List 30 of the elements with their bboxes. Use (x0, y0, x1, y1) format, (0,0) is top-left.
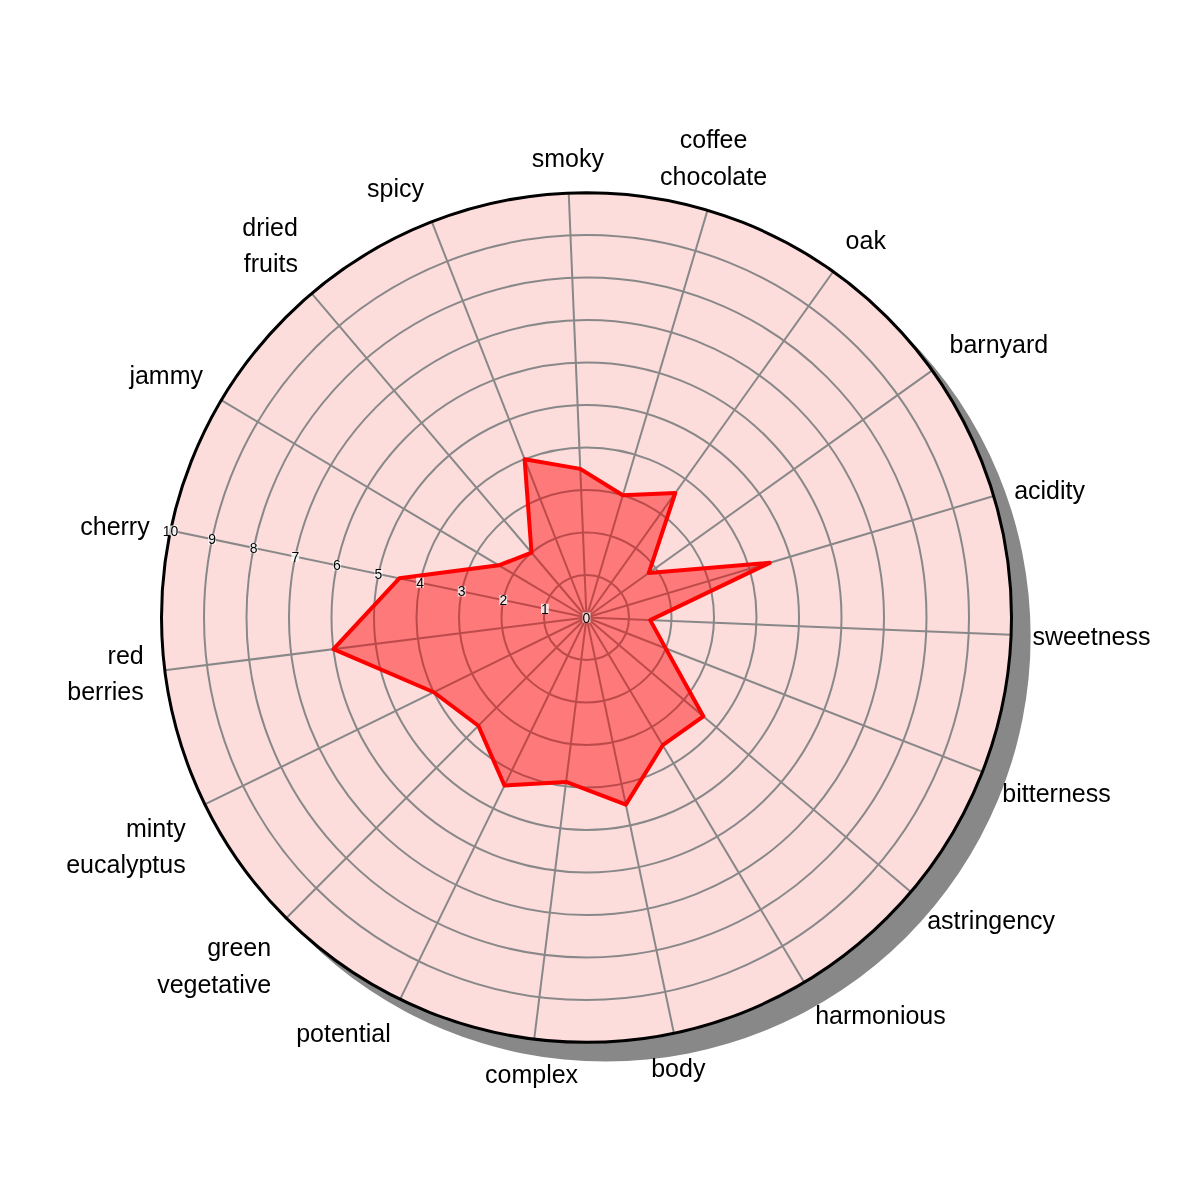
y-tick-label: 2 (499, 592, 508, 609)
spoke-label: barnyard (949, 329, 1049, 358)
spoke-label: jammy (128, 361, 204, 390)
spoke-label: dried fruits (242, 212, 298, 278)
y-tick-label: 9 (208, 531, 217, 548)
spoke-label: minty eucalyptus (66, 813, 187, 879)
y-tick-label: 8 (249, 539, 258, 556)
spoke-label: bitterness (1002, 779, 1111, 808)
spoke-label: cherry (80, 512, 151, 541)
y-tick-label: 6 (333, 557, 342, 574)
spoke-label: sweetness (1032, 621, 1151, 650)
spoke-label: harmonious (815, 1000, 946, 1029)
y-tick-label: 5 (374, 566, 383, 583)
spoke-label: potential (296, 1018, 391, 1047)
y-tick-label: 0 (582, 609, 591, 626)
spoke-label: coffee chocolate (660, 125, 768, 190)
spoke-label: acidity (1014, 475, 1086, 504)
y-tick-label: 7 (291, 548, 300, 565)
spoke-label: smoky (531, 143, 605, 172)
spoke-label: red berries (67, 640, 144, 706)
spoke-label: astringency (927, 905, 1056, 934)
spoke-label: oak (845, 226, 887, 255)
y-tick-label: 10 (162, 522, 179, 539)
spoke-label: complex (485, 1060, 579, 1089)
spoke-label: body (651, 1054, 706, 1083)
y-tick-label: 1 (541, 600, 550, 617)
spoke-label: spicy (367, 173, 425, 202)
spoke-label: green vegetative (157, 933, 272, 998)
y-tick-label: 4 (416, 574, 425, 591)
y-tick-label: 3 (457, 583, 466, 600)
